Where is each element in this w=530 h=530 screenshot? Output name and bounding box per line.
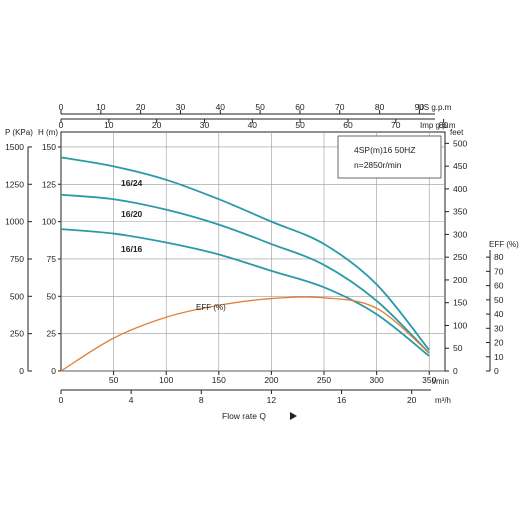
kpa-tick-label: 1500	[5, 142, 24, 152]
feet-tick-label: 50	[453, 343, 463, 353]
chart-subtitle: n=2850r/min	[354, 160, 402, 170]
kpa-tick-label: 750	[10, 254, 24, 264]
eff-tick-label: 40	[494, 309, 504, 319]
feet-tick-label: 150	[453, 298, 467, 308]
x-axis-title: Flow rate Q	[222, 411, 266, 421]
series-label: 16/16	[121, 244, 143, 254]
m3h-tick-label: 4	[129, 395, 134, 405]
y-tick-label: 50	[47, 291, 57, 301]
kpa-axis-label: P (KPa)	[5, 128, 33, 137]
us-gpm-tick-label: 70	[335, 102, 345, 112]
eff-tick-label: 20	[494, 338, 504, 348]
y-tick-label: 25	[47, 329, 57, 339]
imp-gpm-tick-label: 20	[152, 120, 162, 130]
feet-tick-label: 350	[453, 207, 467, 217]
imp-gpm-tick-label: 60	[343, 120, 353, 130]
series-label: 16/20	[121, 209, 143, 219]
y-tick-label: 150	[42, 142, 56, 152]
us-gpm-tick-label: 30	[176, 102, 186, 112]
imp-gpm-tick-label: 10	[104, 120, 114, 130]
imp-gpm-tick-label: 70	[391, 120, 401, 130]
feet-tick-label: 400	[453, 184, 467, 194]
eff-axis-label: EFF (%)	[489, 240, 519, 249]
imp-gpm-tick-label: 50	[295, 120, 305, 130]
x-tick-label: 100	[159, 375, 173, 385]
feet-tick-label: 450	[453, 161, 467, 171]
series	[60, 156, 430, 372]
us-gpm-tick-label: 50	[255, 102, 265, 112]
y-tick-label: 125	[42, 179, 56, 189]
flow-arrow-icon	[290, 412, 297, 420]
m3h-unit-label: m³/h	[435, 396, 451, 405]
kpa-tick-label: 500	[10, 291, 24, 301]
feet-tick-label: 500	[453, 138, 467, 148]
eff-series-label: EFF (%)	[196, 303, 226, 312]
series-line-16-24	[60, 156, 430, 351]
eff-tick-label: 50	[494, 295, 504, 305]
feet-tick-label: 200	[453, 275, 467, 285]
us-gpm-tick-label: 20	[136, 102, 146, 112]
eff-tick-label: 0	[494, 366, 499, 376]
y-axis-label: H (m)	[38, 128, 58, 137]
series-line-16-16	[60, 228, 430, 357]
imp-gpm-tick-label: 30	[200, 120, 210, 130]
us-gpm-tick-label: 90	[415, 102, 425, 112]
series-line-16-20	[60, 193, 430, 354]
imp-gpm-label: Imp g.p.m	[420, 121, 456, 130]
kpa-tick-label: 1000	[5, 217, 24, 227]
eff-tick-label: 70	[494, 266, 504, 276]
eff-tick-label: 60	[494, 281, 504, 291]
feet-axis-label: feet	[450, 128, 464, 137]
us-gpm-tick-label: 80	[375, 102, 385, 112]
kpa-tick-label: 0	[19, 366, 24, 376]
us-gpm-tick-label: 60	[295, 102, 305, 112]
chart-title: 4SP(m)16 50HZ	[354, 145, 415, 155]
eff-tick-label: 80	[494, 252, 504, 262]
x-tick-label: 50	[109, 375, 119, 385]
m3h-tick-label: 8	[199, 395, 204, 405]
us-gpm-tick-label: 10	[96, 102, 106, 112]
x-unit-label: l/min	[432, 377, 449, 386]
m3h-tick-label: 0	[59, 395, 64, 405]
feet-tick-label: 300	[453, 229, 467, 239]
x-tick-label: 350	[422, 375, 436, 385]
us-gpm-label: US g.p.m	[418, 103, 452, 112]
labels: 16/24 16/20 16/16 EFF (%) 4SP(m)16 50HZ n=285…	[121, 135, 442, 421]
x-tick-label: 200	[264, 375, 278, 385]
m3h-tick-label: 20	[407, 395, 417, 405]
m3h-tick-label: 12	[267, 395, 277, 405]
y-tick-label: 0	[51, 366, 56, 376]
kpa-tick-label: 250	[10, 329, 24, 339]
feet-tick-label: 250	[453, 252, 467, 262]
m3h-tick-label: 16	[337, 395, 347, 405]
series-line-eff	[60, 296, 430, 372]
us-gpm-tick-label: 0	[59, 102, 64, 112]
eff-tick-label: 30	[494, 323, 504, 333]
y-tick-label: 100	[42, 217, 56, 227]
imp-gpm-tick-label: 0	[59, 120, 64, 130]
y-tick-label: 75	[47, 254, 57, 264]
kpa-tick-label: 1250	[5, 179, 24, 189]
title-box	[337, 135, 442, 179]
x-tick-label: 250	[317, 375, 331, 385]
feet-tick-label: 100	[453, 320, 467, 330]
us-gpm-tick-label: 40	[216, 102, 226, 112]
feet-tick-label: 0	[453, 366, 458, 376]
eff-tick-label: 10	[494, 352, 504, 362]
imp-gpm-tick-label: 40	[248, 120, 258, 130]
series-label: 16/24	[121, 178, 143, 188]
x-tick-label: 300	[370, 375, 384, 385]
x-tick-label: 150	[212, 375, 226, 385]
grid	[60, 131, 446, 372]
imp-gpm-tick-label: 80	[439, 120, 449, 130]
